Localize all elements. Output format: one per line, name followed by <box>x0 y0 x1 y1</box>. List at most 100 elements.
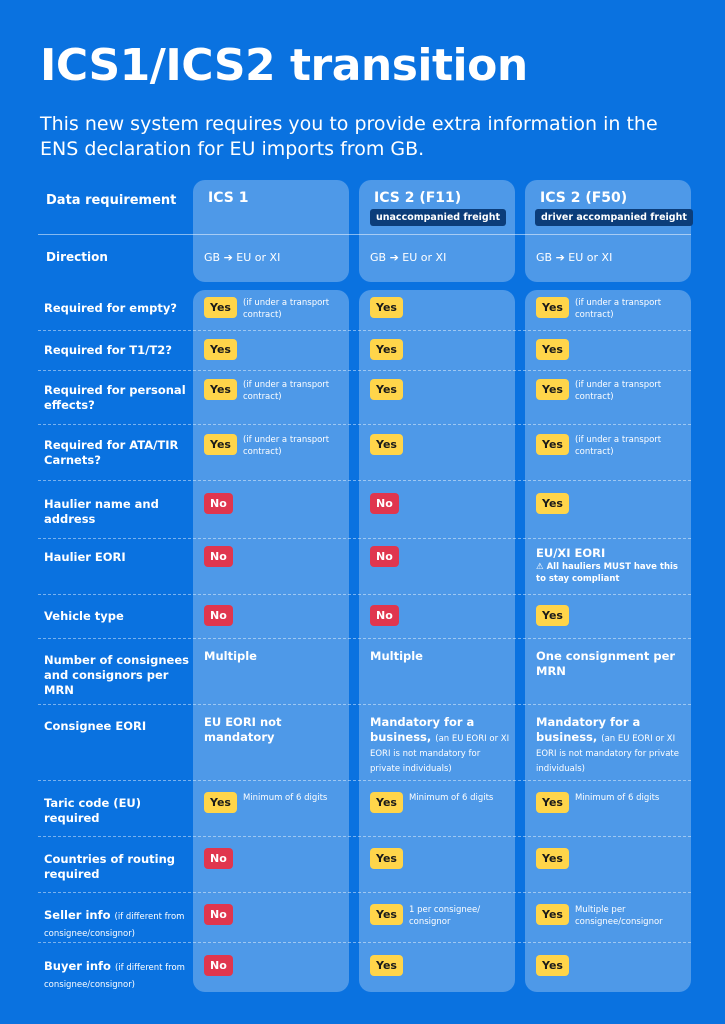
table-cell: Yes <box>204 339 346 360</box>
yes-badge: Yes <box>536 848 569 869</box>
cell-text: Mandatory for a business, <box>536 715 641 744</box>
row-divider <box>38 836 691 837</box>
cell-text-block: Multiple <box>204 649 257 664</box>
table-cell: Yes <box>370 434 512 455</box>
table-cell: Yes <box>370 339 512 360</box>
table-cell: EU/XI EORI ⚠ All hauliers MUST have this … <box>536 546 686 585</box>
row-label: Required for empty? <box>44 301 189 316</box>
row-divider <box>38 704 691 705</box>
table-cell: Yes Minimum of 6 digits <box>370 792 512 813</box>
table-cell: EU EORI not mandatory <box>204 715 346 745</box>
row-label: Vehicle type <box>44 609 189 624</box>
row-label: Required for ATA/TIR Carnets? <box>44 438 189 468</box>
row-divider <box>38 424 691 425</box>
row-label-text: Vehicle type <box>44 609 124 623</box>
warning-icon: ⚠ <box>536 562 547 572</box>
yes-badge: Yes <box>370 339 403 360</box>
table-cell: Yes <box>370 955 512 976</box>
column-header-box-ics1 <box>193 180 349 282</box>
row-label-text: Number of consignees and consignors per … <box>44 653 189 697</box>
table-cell: No <box>204 546 346 567</box>
yes-badge: Yes <box>204 434 237 455</box>
table-cell: No <box>204 605 346 626</box>
yes-badge: Yes <box>536 792 569 813</box>
row-label-text: Buyer info <box>44 959 111 973</box>
table-cell: Yes <box>370 379 512 400</box>
cell-text-block: One consignment per MRN <box>536 649 686 679</box>
cell-text: Multiple <box>204 649 257 663</box>
cell-note: (if under a transport contract) <box>574 298 662 320</box>
row-label: Haulier name and address <box>44 497 189 527</box>
table-cell: Yes (if under a transport contract) <box>204 434 346 458</box>
yes-badge: Yes <box>536 379 569 400</box>
row-label-note: (if different from consignee/consignor) <box>44 912 185 939</box>
row-label: Consignee EORI <box>44 719 189 734</box>
direction-value: GB ➔ EU or XI <box>536 251 613 264</box>
warning-text: All hauliers MUST have this to stay comp… <box>536 562 678 584</box>
row-label-note: (if different from consignee/consignor) <box>44 963 185 990</box>
row-label: Number of consignees and consignors per … <box>44 653 189 698</box>
yes-badge: Yes <box>536 434 569 455</box>
table-cell: No <box>370 605 512 626</box>
row-divider <box>38 942 691 943</box>
data-requirement-header: Data requirement <box>46 193 177 208</box>
cell-note: 1 per consignee/ consignor <box>408 905 481 927</box>
table-cell: Yes 1 per consignee/ consignor <box>370 904 512 928</box>
page-subtitle: This new system requires you to provide … <box>40 113 658 160</box>
cell-small-note: (an EU EORI or XI EORI is not mandatory … <box>536 734 679 774</box>
column-badge-ics2-f50: driver accompanied freight <box>535 209 693 226</box>
table-cell: Mandatory for a business, (an EU EORI or… <box>536 715 686 775</box>
table-cell: No <box>204 493 346 514</box>
cell-text: EU EORI not mandatory <box>204 715 282 744</box>
column-body-box-ics2-f50 <box>525 290 691 992</box>
column-title-ics2-f50: ICS 2 (F50) <box>540 190 628 206</box>
warning-note: ⚠ All hauliers MUST have this to stay co… <box>536 561 686 585</box>
column-header-box-ics2-f11 <box>359 180 515 282</box>
column-body-box-ics1 <box>193 290 349 992</box>
cell-text-block: Mandatory for a business, (an EU EORI or… <box>536 715 686 775</box>
cell-note: Minimum of 6 digits <box>408 793 494 803</box>
table-cell: Yes Minimum of 6 digits <box>536 792 686 813</box>
row-label-text: Required for ATA/TIR Carnets? <box>44 438 179 467</box>
cell-note: (if under a transport contract) <box>242 435 330 457</box>
direction-value: GB ➔ EU or XI <box>204 251 281 264</box>
row-divider <box>38 330 691 331</box>
no-badge: No <box>370 493 399 514</box>
row-label-text: Taric code (EU) required <box>44 796 142 825</box>
column-badge-ics2-f11: unaccompanied freight <box>370 209 507 226</box>
row-divider <box>38 638 691 639</box>
cell-text: Multiple <box>370 649 423 663</box>
row-divider <box>38 538 691 539</box>
no-badge: No <box>204 493 233 514</box>
direction-label: Direction <box>46 250 108 264</box>
cell-text: EU/XI EORI <box>536 546 606 560</box>
table-cell: Yes (if under a transport contract) <box>536 434 686 458</box>
row-divider <box>38 892 691 893</box>
cell-note: (if under a transport contract) <box>574 380 662 402</box>
column-title-ics1: ICS 1 <box>208 190 249 206</box>
table-cell: Yes Multiple per consignee/consignor <box>536 904 686 928</box>
table-cell: No <box>370 546 512 567</box>
row-label-text: Consignee EORI <box>44 719 147 733</box>
cell-note: Multiple per consignee/consignor <box>574 905 663 927</box>
no-badge: No <box>204 955 233 976</box>
table-cell: No <box>370 493 512 514</box>
row-label: Taric code (EU) required <box>44 796 189 826</box>
column-body-box-ics2-f11 <box>359 290 515 992</box>
row-label: Haulier EORI <box>44 550 189 565</box>
column-title-ics2-f11: ICS 2 (F11) <box>374 190 462 206</box>
row-label-text: Countries of routing required <box>44 852 175 881</box>
table-cell: Multiple <box>204 649 346 664</box>
table-cell: Yes <box>370 297 512 318</box>
row-label-text: Required for empty? <box>44 301 177 315</box>
row-label: Seller info (if different from consignee… <box>44 908 189 942</box>
no-badge: No <box>370 605 399 626</box>
cell-text-block: EU/XI EORI ⚠ All hauliers MUST have this … <box>536 546 686 585</box>
table-cell: Yes (if under a transport contract) <box>536 297 686 321</box>
row-divider <box>38 780 691 781</box>
yes-badge: Yes <box>370 297 403 318</box>
row-label: Required for personal effects? <box>44 383 189 413</box>
yes-badge: Yes <box>370 792 403 813</box>
yes-badge: Yes <box>370 955 403 976</box>
row-label-text: Seller info <box>44 908 111 922</box>
